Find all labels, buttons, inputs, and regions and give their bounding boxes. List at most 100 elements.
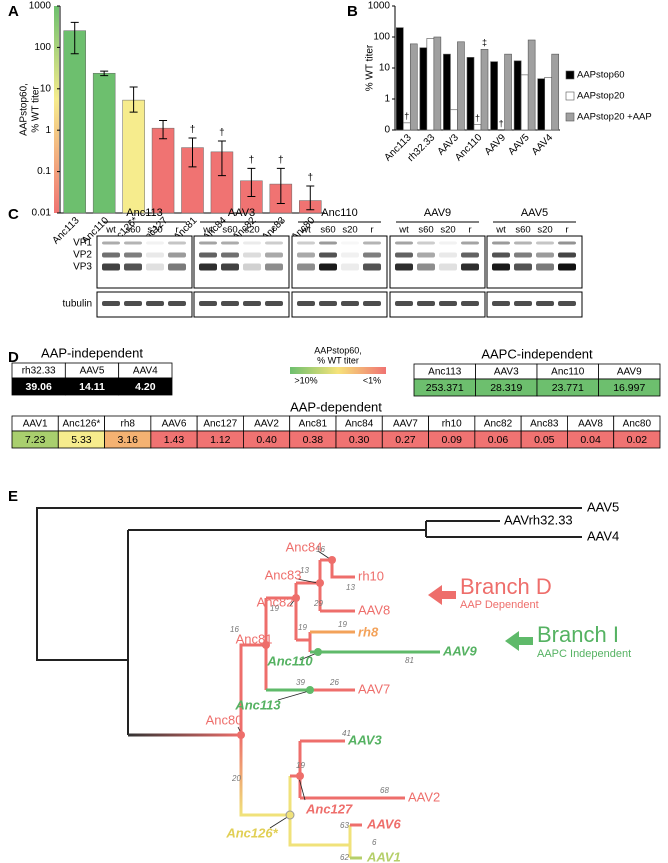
header-text: Anc83	[530, 419, 559, 430]
lane-label: s60	[320, 225, 335, 236]
blot-band	[363, 263, 381, 271]
header-text: Anc82	[484, 419, 513, 430]
lane-label: wt	[398, 225, 409, 236]
lane-label: s20	[537, 225, 552, 236]
header-text: AAV5	[80, 366, 105, 377]
blot-band	[395, 241, 413, 245]
blot-band	[461, 301, 479, 306]
bar	[419, 47, 428, 131]
blot-band	[417, 301, 435, 306]
y-tick-label: 0.1	[37, 166, 51, 177]
tree-branch	[239, 735, 290, 817]
header-text: AAV3	[494, 367, 519, 378]
lane-label: s20	[244, 225, 259, 236]
group-label: AAV9	[424, 207, 451, 219]
header-text: rh10	[442, 419, 462, 430]
value-text: 7.23	[25, 434, 46, 446]
node-dot	[306, 686, 314, 694]
taxon-label: AAV1	[366, 849, 401, 863]
header-text: Anc81	[299, 419, 328, 430]
blot-band	[363, 301, 381, 306]
blot-band	[536, 252, 554, 258]
annotation: ‡	[482, 38, 487, 48]
blot-band	[124, 252, 142, 258]
bar	[426, 38, 435, 131]
value-text: 0.05	[534, 434, 555, 446]
annotation: †	[278, 155, 284, 166]
taxon-label: AAV4	[587, 528, 619, 543]
annotation: †	[219, 128, 225, 139]
value-text: 0.06	[488, 434, 509, 446]
value-text: 39.06	[26, 381, 52, 393]
y-tick-label: 100	[373, 32, 390, 43]
blot-band	[102, 252, 120, 258]
error-bar	[276, 167, 285, 204]
header-text: Anc126*	[63, 419, 101, 430]
support-values: 16 13 13 29 19 19 19 81 16 39 26 41 19 6…	[230, 545, 414, 862]
legend-title: AAPstop60,	[314, 345, 362, 355]
blot-band	[558, 241, 576, 245]
blot-band	[439, 241, 457, 245]
panel-label: E	[8, 488, 18, 505]
taxon-label: AAV5	[587, 499, 619, 514]
blot-band	[439, 263, 457, 271]
blot-band	[168, 301, 186, 306]
panel-label: D	[8, 349, 19, 366]
value-text: 1.43	[164, 434, 185, 446]
blot-band	[297, 252, 315, 258]
taxon-label: AAV9	[442, 643, 477, 658]
blot-band	[492, 241, 510, 245]
blot-band	[341, 263, 359, 271]
value-cell	[598, 378, 661, 397]
blot-band	[514, 252, 532, 258]
blot-band	[558, 263, 576, 271]
support-value: 62	[340, 853, 349, 862]
bar	[450, 109, 458, 131]
y-tick-label: 1	[45, 125, 51, 136]
tree-branch	[288, 776, 352, 858]
blot-band	[319, 241, 337, 245]
node-dot	[285, 810, 295, 820]
support-value: 29	[313, 599, 323, 608]
value-cell	[613, 430, 661, 449]
taxon-label: AAV3	[347, 732, 382, 747]
header-text: Anc113	[428, 367, 462, 378]
blot-band	[461, 241, 479, 245]
blot-band	[558, 252, 576, 258]
support-value: 16	[230, 625, 239, 634]
legend-label: AAPstop60	[577, 70, 625, 81]
node-dot	[316, 579, 324, 587]
blot-band	[199, 252, 217, 258]
bar	[395, 27, 404, 131]
legend-title: % WT titer	[317, 355, 359, 365]
table-title: AAPC-independent	[481, 346, 593, 361]
y-axis-label: AAPstop60,	[19, 83, 30, 136]
header-text: AAV1	[23, 419, 48, 430]
bar	[544, 77, 553, 131]
bar	[92, 72, 116, 214]
lane-label: r	[370, 225, 373, 236]
error-bar	[247, 167, 256, 198]
blot-band	[168, 241, 186, 245]
legend-swatch	[565, 91, 575, 101]
bar	[402, 122, 411, 131]
taxon-label: AAV7	[358, 681, 390, 696]
value-text: 16.997	[613, 382, 645, 394]
support-value: 19	[270, 604, 279, 613]
value-text: 253.371	[426, 382, 464, 394]
annotation: †	[499, 118, 504, 128]
error-bar	[129, 86, 138, 113]
legend-low: <1%	[363, 375, 381, 385]
blot-band	[514, 263, 532, 271]
blot-band	[439, 252, 457, 258]
group-label: Anc110	[321, 207, 358, 219]
blot-band	[146, 301, 164, 306]
node-dot	[328, 556, 336, 564]
annotation: †	[249, 155, 255, 166]
row-label: VP1	[73, 238, 92, 249]
lane-label: wt	[202, 225, 213, 236]
legend-high: >10%	[294, 375, 317, 385]
blot-frame	[193, 235, 290, 289]
panel-label: B	[347, 3, 358, 20]
blot-band	[341, 252, 359, 258]
